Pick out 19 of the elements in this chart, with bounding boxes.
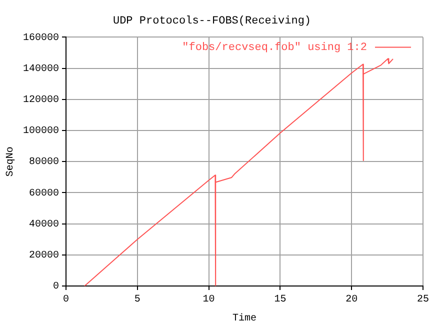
x-tick-label: 25: [416, 294, 430, 306]
y-tick-label: 120000: [22, 95, 60, 106]
x-tick-label: 15: [274, 294, 286, 306]
x-tick-label: 20: [346, 294, 358, 306]
y-tick-label: 60000: [28, 188, 60, 200]
y-tick-label: 160000: [22, 32, 60, 44]
y-tick-label: 140000: [22, 64, 60, 75]
x-tick-label: 0: [63, 294, 70, 306]
y-axis-title: SeqNo: [6, 146, 17, 177]
legend-label: "fobs/recvseq.fob" using 1:2: [182, 42, 367, 54]
chart-title: UDP Protocols--FOBS(Receiving): [112, 16, 312, 28]
y-tick-label: 0: [52, 282, 60, 293]
x-tick-label: 10: [202, 294, 215, 306]
y-tick-label: 40000: [28, 219, 60, 230]
x-axis-title: Time: [232, 312, 257, 325]
y-tick-label: 80000: [28, 157, 60, 168]
y-tick-label: 20000: [28, 250, 60, 262]
x-tick-label: 5: [134, 294, 140, 306]
y-tick-label: 100000: [22, 126, 60, 138]
